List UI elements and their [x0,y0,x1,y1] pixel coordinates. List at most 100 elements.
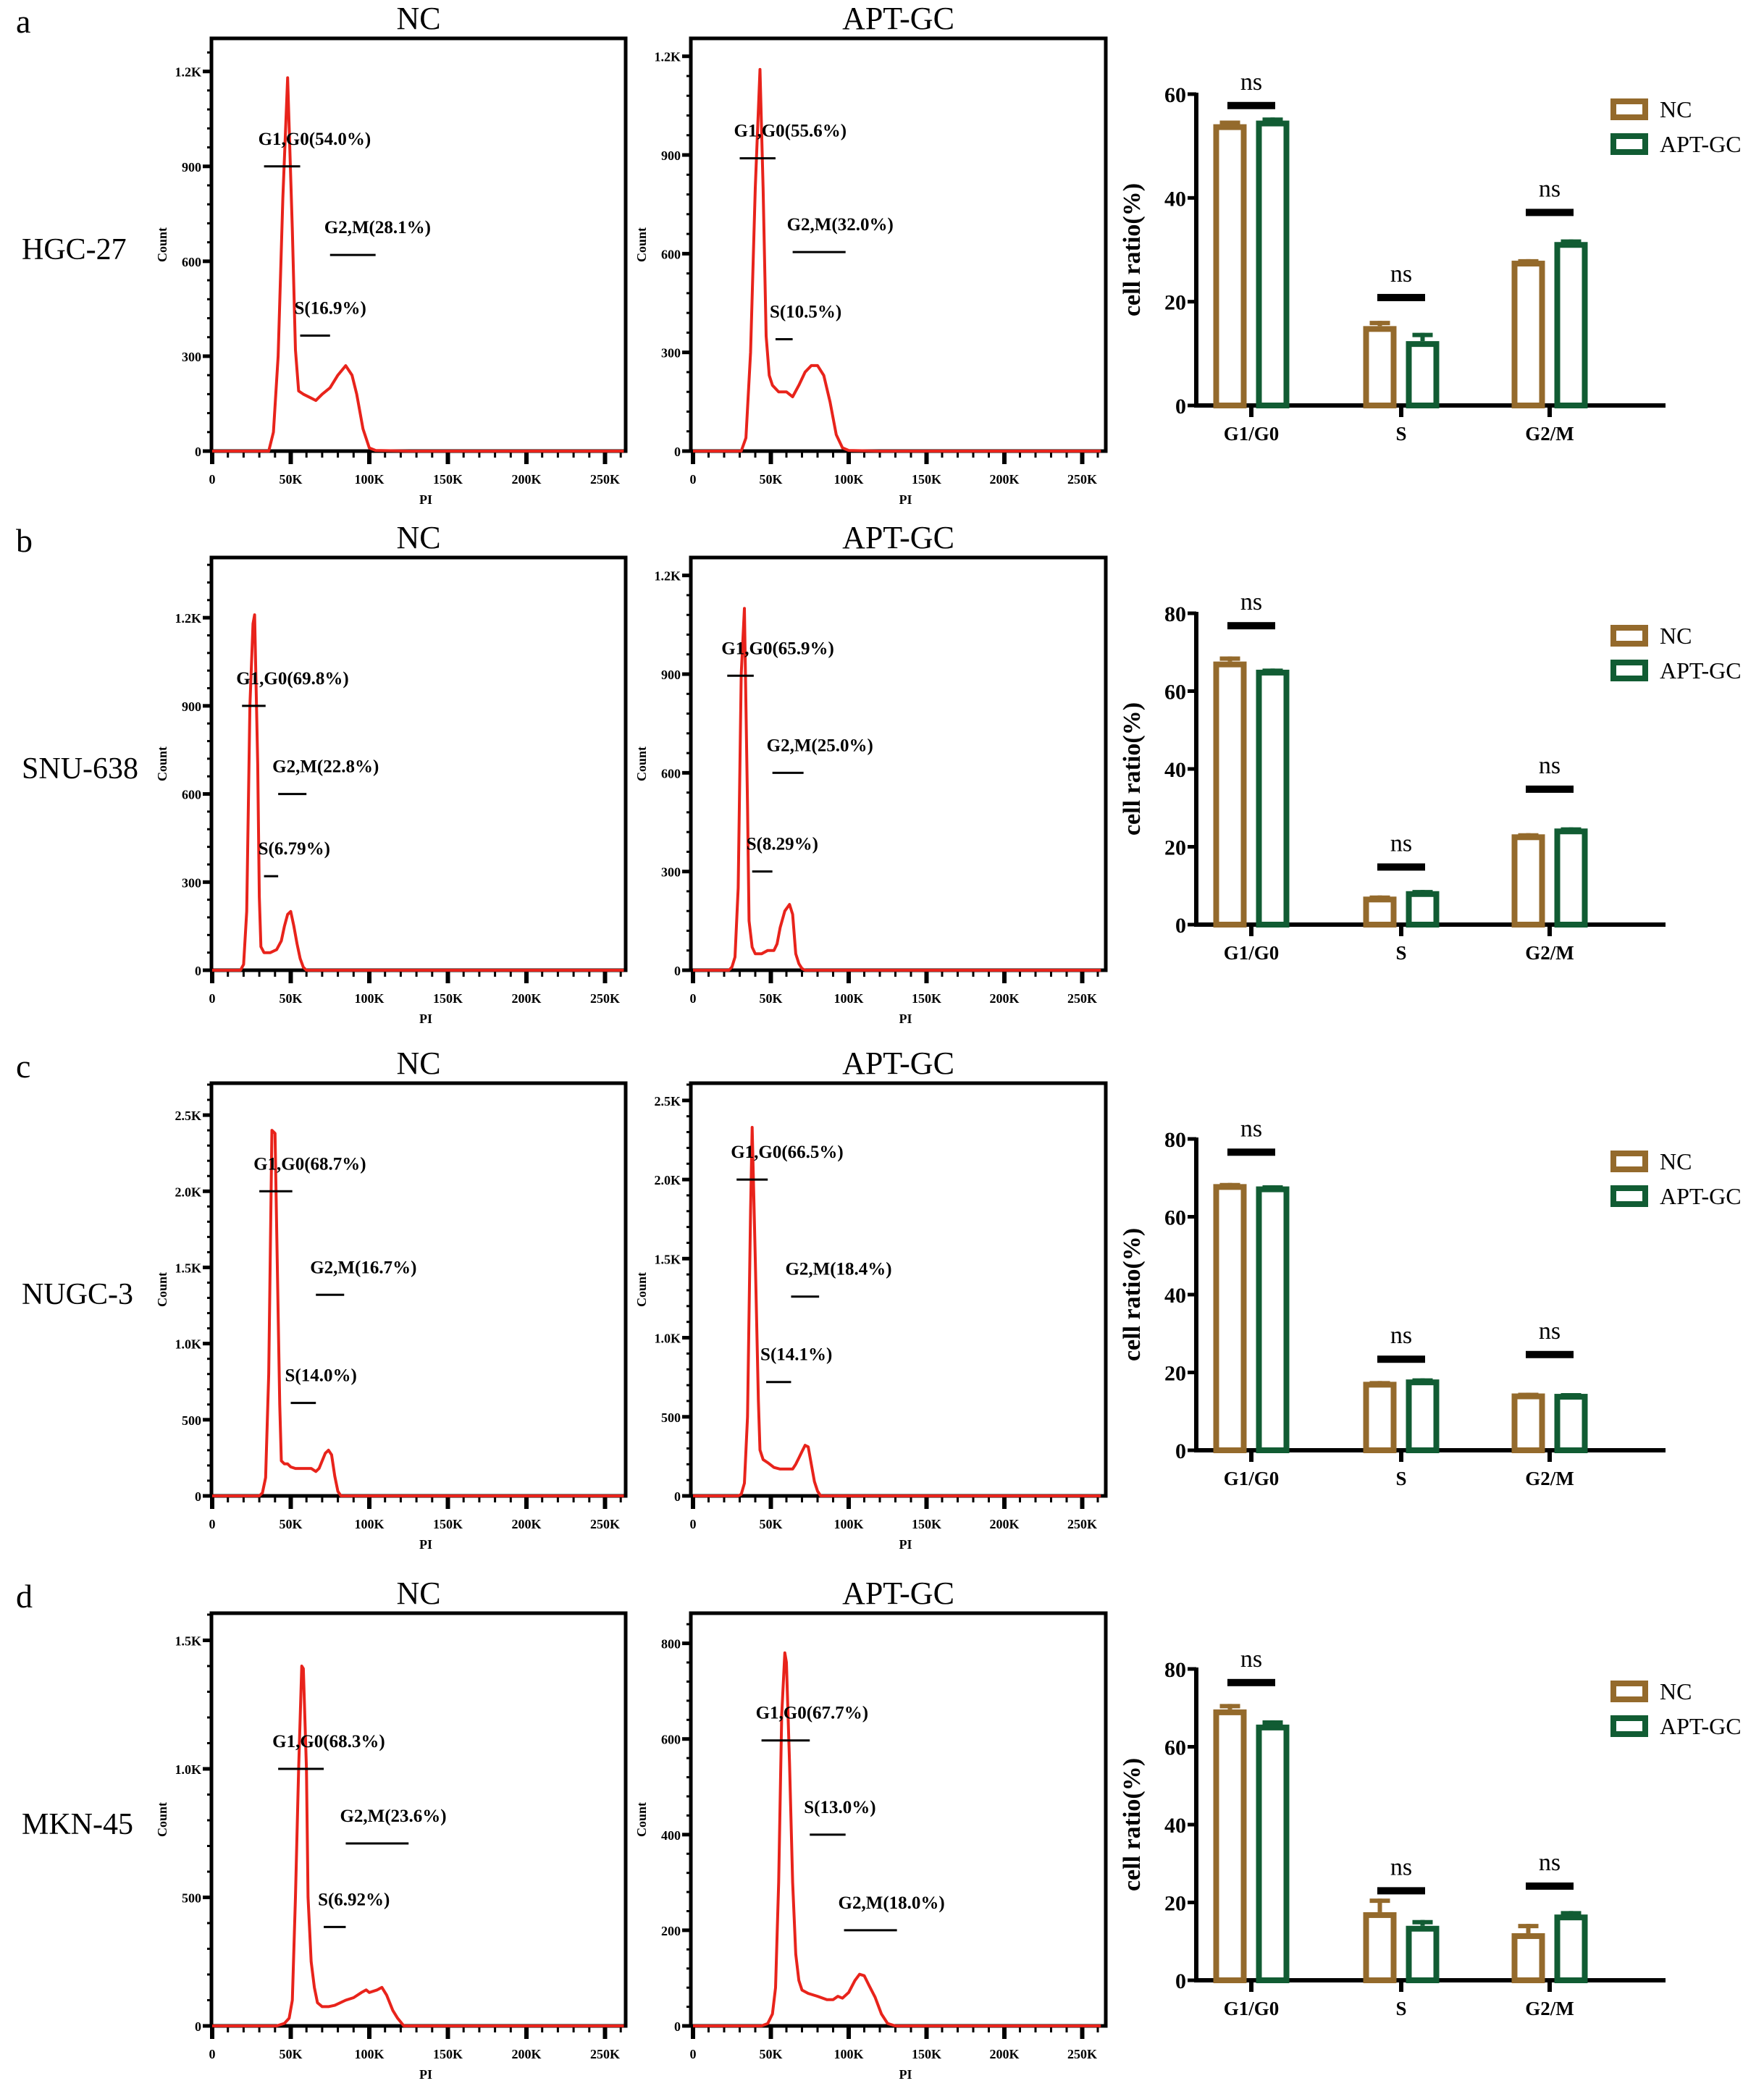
x-tick-label: 100K [833,2047,863,2061]
x-tick-label: 250K [590,472,620,487]
y-tick-label: 500 [182,1891,201,1906]
x-tick-label: 150K [433,991,463,1006]
y-tick-label: 600 [182,788,201,802]
bar-category-label: S [1395,1468,1406,1489]
bar-nc [1363,896,1397,928]
cell-line-label: MKN-45 [22,1808,133,1841]
significance-bar [1227,622,1275,630]
x-tick-label: 0 [690,2047,697,2061]
x-tick-label: 50K [759,472,782,487]
legend-label: NC [1660,96,1692,122]
histogram-apt-gc: APT-GC 0 300 600 900 1.2K Count 0 50K 100K 150K 200… [634,520,1108,1026]
bar-category-label: G2/M [1525,423,1574,445]
histogram-title: APT-GC [842,1,954,36]
x-axis-label: PI [899,1012,912,1026]
y-axis-label: Count [155,1802,169,1837]
x-tick-label: 100K [354,1517,384,1531]
y-tick-label: 600 [182,255,201,269]
x-tick-label: 0 [690,1517,697,1531]
significance-label: ns [1240,589,1262,615]
bar-nc [1213,124,1247,408]
legend-swatch-apt-gc [1610,660,1648,681]
x-tick-label: 150K [433,1517,463,1531]
bar-apt-gc [1406,1379,1440,1453]
y-tick-label: 600 [661,766,681,781]
bar-chart: 0 20 40 60 80 cell ratio(%) G1/G0 ns Sns G2/M ns NC… [1119,1115,1742,1489]
gate-label: S(8.29%) [747,835,818,854]
histogram-nc: NC 0 500 1.0K 1.5K 2.0K 2.5K Count 0 50K 100K 150K 2… [155,1046,628,1552]
significance-label: ns [1539,175,1561,202]
bar-y-tick-label: 20 [1164,291,1186,315]
bar-y-tick-label: 60 [1164,1206,1186,1230]
bar-category-label: G2/M [1525,942,1574,964]
x-tick-label: 250K [1067,2047,1097,2061]
panel-letter: b [16,522,33,559]
y-tick-label: 0 [195,445,201,459]
y-axis-label: Count [155,1272,169,1307]
y-tick-label: 1.5K [654,1252,681,1266]
bar-y-tick-label: 20 [1164,1892,1186,1916]
bar-category-label: G1/G0 [1224,1998,1280,2019]
y-tick-label: 800 [661,1637,681,1652]
legend-swatch-apt-gc [1610,1715,1648,1737]
gate-label: G1,G0(68.7%) [253,1154,366,1174]
plot-frame [689,1611,1108,2028]
gate-label: S(6.92%) [318,1890,390,1909]
bar-y-tick-label: 0 [1175,395,1186,419]
y-axis-label: Count [634,1272,649,1307]
histogram-title: NC [396,1576,440,1611]
gate-label: S(6.79%) [259,839,330,859]
gate-label: G2,M(23.6%) [340,1807,446,1826]
y-tick-label: 1.2K [175,65,201,80]
y-tick-label: 1.2K [654,50,681,64]
y-tick-label: 500 [661,1410,681,1425]
x-tick-label: 0 [209,1517,216,1531]
bar-category-label: S [1395,1998,1406,2019]
bar-nc [1511,834,1545,928]
y-tick-label: 0 [195,964,201,978]
y-tick-label: 600 [661,1733,681,1747]
y-tick-label: 400 [661,1828,681,1843]
histogram-curve [693,607,1101,972]
bar-y-tick-label: 20 [1164,1362,1186,1386]
significance-bar [1377,863,1425,871]
y-tick-label: 0 [674,964,681,978]
y-tick-label: 300 [182,875,201,890]
panel-letter: d [16,1578,33,1615]
bar-y-tick-label: 20 [1164,836,1186,860]
legend-swatch-nc [1610,1681,1648,1702]
x-tick-label: 150K [433,472,463,487]
gate-label: G1,G0(69.8%) [236,669,349,689]
legend-label: APT-GC [1660,1183,1742,1209]
y-tick-label: 2.0K [654,1173,681,1187]
bar-y-tick-label: 80 [1164,1128,1186,1152]
x-tick-label: 250K [590,2047,620,2061]
x-axis-label: PI [419,2067,432,2082]
significance-label: ns [1390,1322,1412,1349]
histogram-apt-gc: APT-GC 0 300 600 900 1.2K Count 0 50K 100K 150K 200… [634,1,1108,507]
gate-label: S(14.1%) [760,1345,832,1365]
bar-apt-gc [1256,1186,1290,1453]
x-axis-label: PI [419,1537,432,1552]
y-tick-label: 2.5K [175,1109,201,1123]
y-tick-label: 900 [661,148,681,163]
y-tick-label: 1.2K [175,611,201,626]
x-tick-label: 150K [912,2047,941,2061]
y-tick-label: 1.2K [654,569,681,584]
x-axis-label: PI [419,492,432,507]
x-tick-label: 200K [989,472,1019,487]
x-tick-label: 0 [209,991,216,1006]
histogram-title: NC [396,1,440,36]
histogram-curve [212,1665,624,2027]
bar-nc [1213,1709,1247,1983]
x-tick-label: 100K [833,991,863,1006]
bar-apt-gc [1256,1724,1290,1984]
bar-y-tick-label: 40 [1164,1284,1186,1308]
y-tick-label: 300 [182,350,201,364]
significance-label: ns [1539,1318,1561,1345]
bar-apt-gc [1554,1394,1588,1453]
y-tick-label: 0 [195,2019,201,2034]
histogram-apt-gc: APT-GC 0 200 400 600 800 Count 0 50K 100K 150K 200K… [634,1576,1108,2082]
y-tick-label: 0 [674,1489,681,1504]
